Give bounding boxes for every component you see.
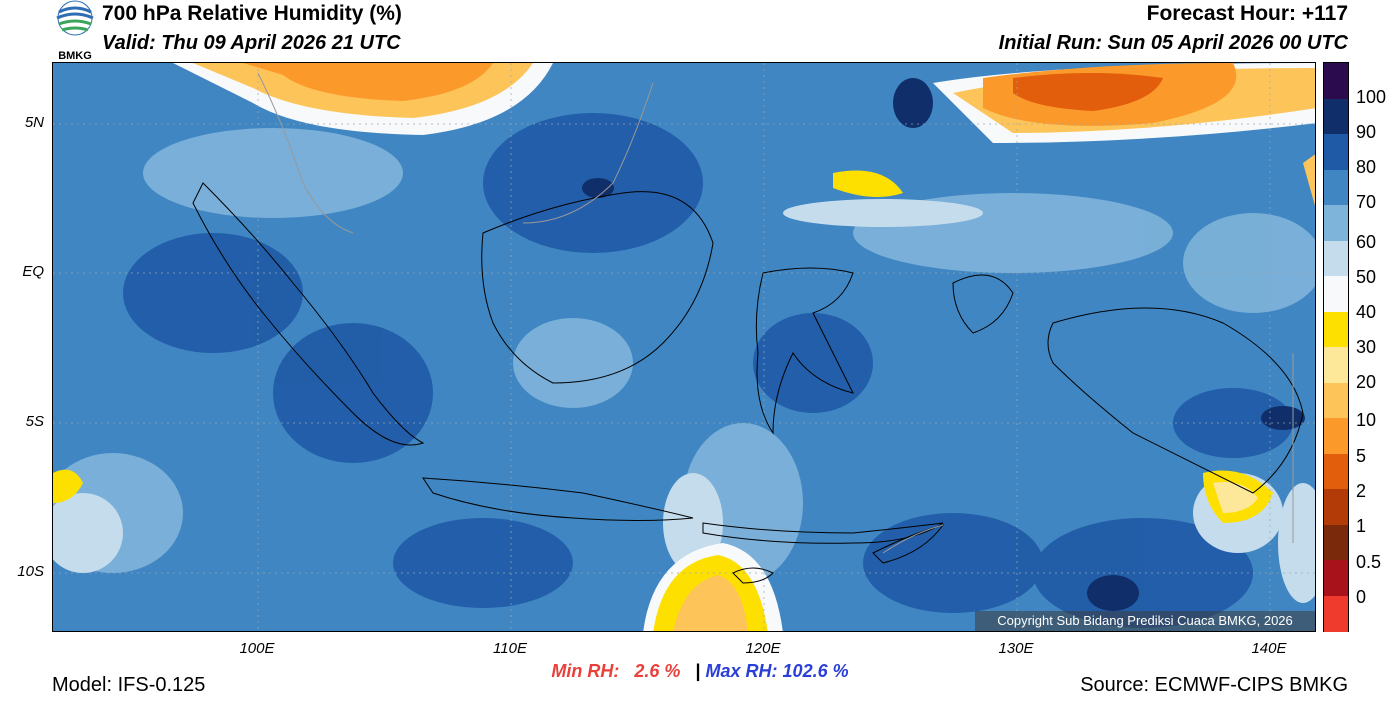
legend-swatch <box>1324 382 1348 419</box>
legend-swatch <box>1324 240 1348 277</box>
legend-label: 5 <box>1356 446 1367 466</box>
legend-swatch <box>1324 205 1348 241</box>
legend-label: 30 <box>1356 337 1377 357</box>
legend-swatch <box>1324 595 1348 632</box>
max-rh-label: Max RH: <box>705 661 778 681</box>
color-legend <box>1323 62 1349 632</box>
forecast-hour: Forecast Hour: +117 <box>1146 2 1348 25</box>
legend-label: 0.5 <box>1356 552 1382 572</box>
legend-label: 2 <box>1356 481 1367 501</box>
legend-swatch <box>1324 134 1348 170</box>
source-info: Source: ECMWF-CIPS BMKG <box>1080 674 1348 696</box>
min-rh-value: 2.6 % <box>634 661 681 681</box>
legend-swatch <box>1324 169 1348 206</box>
max-rh-value: 102.6 % <box>782 661 849 681</box>
legend-swatch <box>1324 311 1348 348</box>
min-rh-label: Min RH: <box>551 661 620 681</box>
legend-label: 20 <box>1356 372 1377 392</box>
legend-label: 90 <box>1356 122 1377 142</box>
min-rh: Min RH: 2.6 % <box>551 661 685 681</box>
legend-swatch <box>1324 418 1348 454</box>
lat-label-eq: EQ <box>22 263 44 280</box>
humidity-map <box>52 62 1316 632</box>
legend-swatch <box>1324 276 1348 312</box>
legend-swatch <box>1324 524 1348 561</box>
initial-run: Initial Run: Sun 05 April 2026 00 UTC <box>998 32 1348 54</box>
legend-swatch <box>1324 560 1348 596</box>
max-rh: Max RH: 102.6 % <box>706 661 849 681</box>
legend-label: 10 <box>1356 410 1377 430</box>
legend-swatch <box>1324 453 1348 490</box>
legend-label: 70 <box>1356 192 1377 212</box>
bmkg-logo: BMKG <box>52 0 98 62</box>
copyright-notice: Copyright Sub Bidang Prediksi Cuaca BMKG… <box>975 611 1315 631</box>
lat-label-5s: 5S <box>25 413 44 430</box>
legend-label: 1 <box>1356 516 1367 536</box>
model-info: Model: IFS-0.125 <box>52 674 206 696</box>
lon-label-120e: 120E <box>745 640 781 657</box>
lon-label-100e: 100E <box>239 640 275 657</box>
separator: | <box>695 661 701 681</box>
logo-text: BMKG <box>58 50 92 62</box>
legend-swatch <box>1324 63 1348 99</box>
legend-label: 80 <box>1356 157 1377 177</box>
lon-label-140e: 140E <box>1251 640 1287 657</box>
legend-swatch <box>1324 489 1348 525</box>
lon-label-110e: 110E <box>493 640 527 657</box>
legend-label: 40 <box>1356 302 1377 322</box>
lat-label-10s: 10S <box>17 563 44 580</box>
legend-label: 100 <box>1356 87 1387 107</box>
lon-label-130e: 130E <box>998 640 1034 657</box>
min-max-summary: Min RH: 2.6 % | Max RH: 102.6 % <box>0 661 1400 682</box>
lat-label-5n: 5N <box>24 114 44 131</box>
legend-label: 60 <box>1356 232 1377 252</box>
map-title: 700 hPa Relative Humidity (%) <box>102 2 402 25</box>
legend-swatch <box>1324 347 1348 383</box>
legend-label: 50 <box>1356 267 1377 287</box>
valid-time: Valid: Thu 09 April 2026 21 UTC <box>102 32 401 54</box>
legend-label: 0 <box>1356 587 1367 607</box>
legend-swatch <box>1324 98 1348 135</box>
